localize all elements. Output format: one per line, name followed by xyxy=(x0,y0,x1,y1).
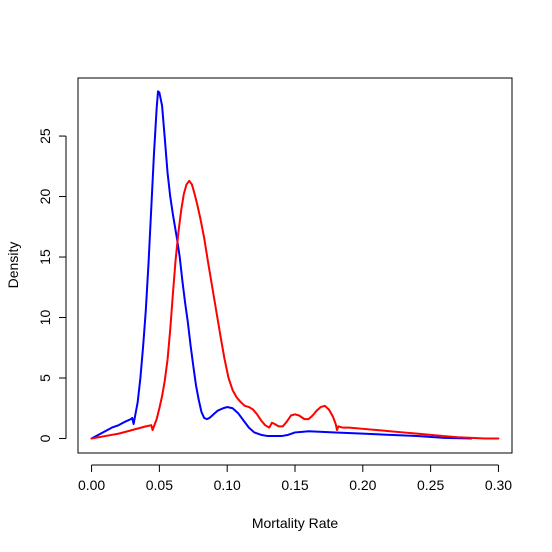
y-tick-label: 25 xyxy=(37,128,53,144)
density-line-1 xyxy=(90,90,473,440)
x-tick-label: 0.10 xyxy=(214,477,241,493)
series-layer xyxy=(90,90,500,440)
x-tick-label: 0.30 xyxy=(485,477,512,493)
y-axis: 0 5 10 15 20 25 xyxy=(37,128,67,442)
y-tick-label: 10 xyxy=(37,310,53,326)
y-axis-title: Density xyxy=(5,242,21,289)
x-tick-label: 0.25 xyxy=(417,477,444,493)
x-tick-label: 0.15 xyxy=(281,477,308,493)
x-tick-label: 0.00 xyxy=(78,477,105,493)
x-tick-label: 0.05 xyxy=(146,477,173,493)
x-axis-title: Mortality Rate xyxy=(252,515,339,531)
y-tick-label: 0 xyxy=(37,434,53,442)
y-tick-label: 15 xyxy=(37,249,53,265)
x-axis: 0.00 0.05 0.10 0.15 0.20 0.25 0.30 xyxy=(78,464,512,493)
plot-frame xyxy=(77,77,513,454)
density-line-2 xyxy=(90,179,500,440)
y-tick-label: 20 xyxy=(37,189,53,205)
x-tick-label: 0.20 xyxy=(349,477,376,493)
y-tick-label: 5 xyxy=(37,374,53,382)
